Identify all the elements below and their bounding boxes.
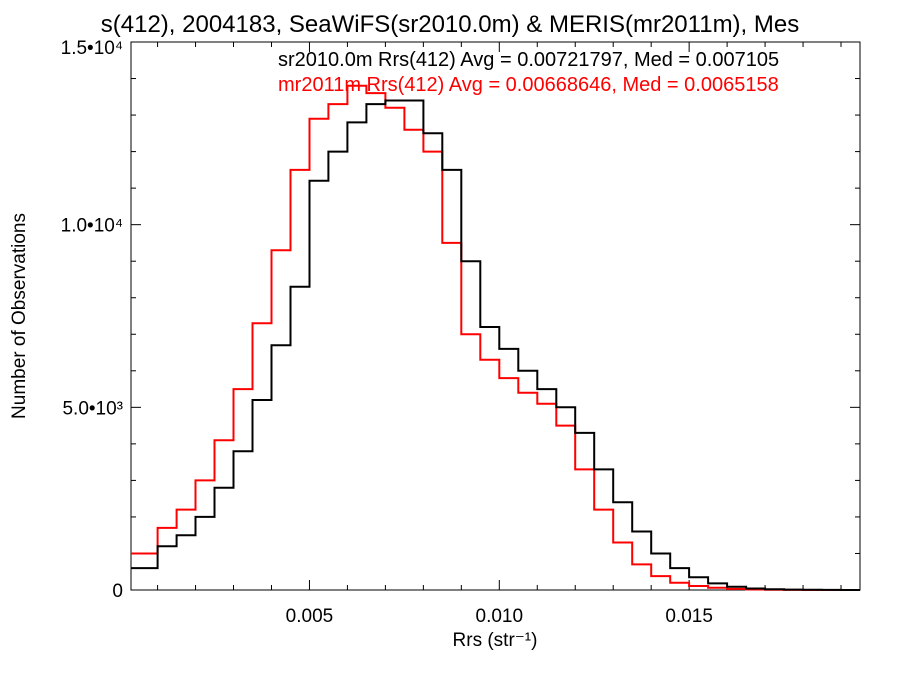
x-axis-label: Rrs (str⁻¹) [453,630,538,651]
plot-frame [130,41,861,591]
chart-title: s(412), 2004183, SeaWiFS(sr2010.0m) & ME… [101,11,799,38]
y-tick-label: 1.5•10⁴ [61,38,123,59]
y-axis-label: Number of Observations [9,213,30,419]
x-tick-label: 0.015 [665,606,713,627]
x-tick-label: 0.010 [476,606,524,627]
y-tick-label: 1.0•10⁴ [61,216,123,237]
histogram-series-meris [131,84,860,591]
y-tick-label: 5.0•10³ [62,398,123,419]
series-layer [131,84,860,591]
x-axis: 0.005 0.010 0.015 [157,42,842,627]
y-tick-label: 0 [112,581,123,602]
legend-entry-meris: mr2011m Rrs(412) Avg = 0.00668646, Med =… [278,74,779,96]
x-tick-label: 0.005 [286,606,334,627]
histogram-series-seawifs [131,99,860,591]
legend-entry-seawifs: sr2010.0m Rrs(412) Avg = 0.00721797, Med… [278,49,779,71]
y-axis: 0 5.0•10³ 1.0•10⁴ 1.5•10⁴ [61,38,860,602]
legend: sr2010.0m Rrs(412) Avg = 0.00721797, Med… [278,49,779,96]
